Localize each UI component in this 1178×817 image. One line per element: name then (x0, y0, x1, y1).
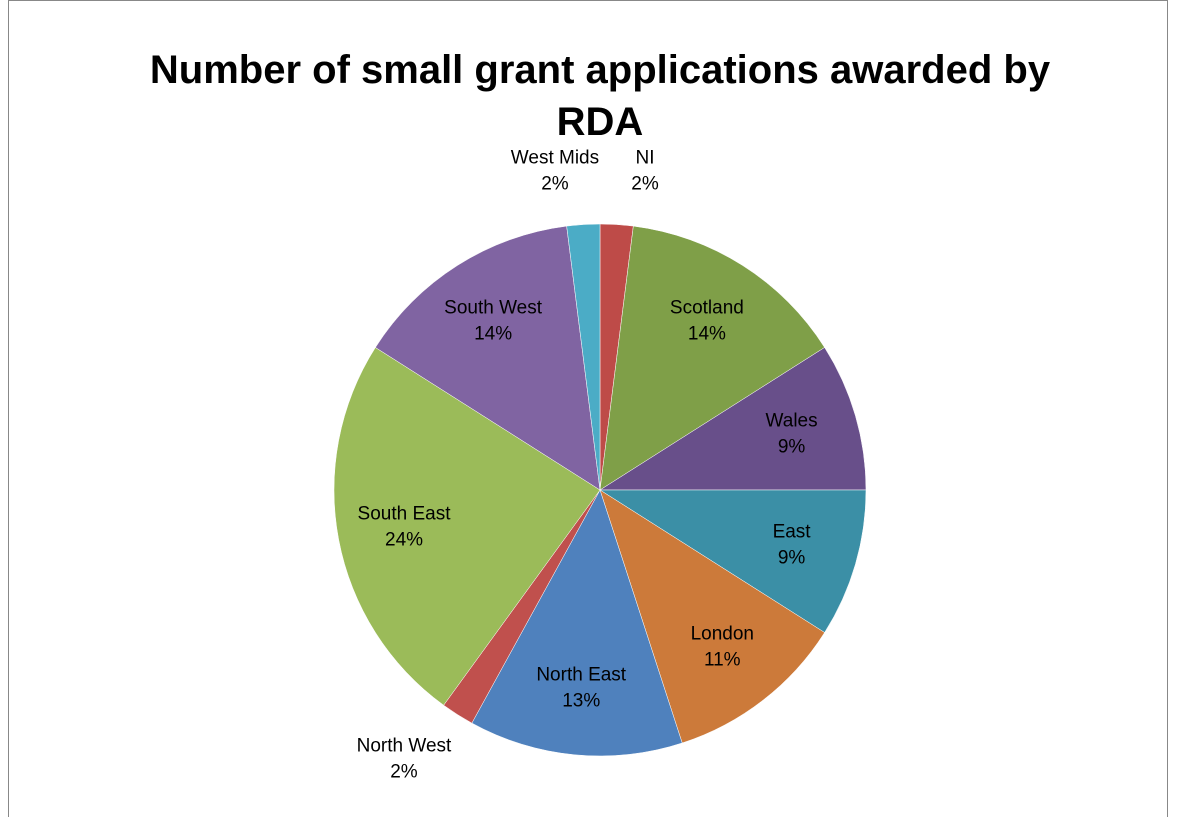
slice-value-label: 2% (390, 762, 418, 783)
slice-value-label: 9% (778, 548, 806, 569)
pie-slice (471, 489, 683, 757)
slice-value-label: 24% (385, 529, 423, 550)
chart-frame (8, 0, 1168, 817)
slice-label: East (773, 522, 812, 543)
pie-slice (333, 347, 601, 706)
slice-value-label: 2% (631, 173, 659, 194)
chart-title: Number of small grant applications award… (149, 48, 1051, 144)
slice-label: North West (357, 736, 452, 757)
pie-slice (599, 225, 825, 491)
slice-label: South East (358, 503, 452, 524)
pie-slice (375, 225, 601, 491)
slice-label: West Mids (511, 147, 599, 168)
pie-slice (599, 489, 825, 744)
pie-slice (599, 347, 867, 491)
pie-slice (566, 223, 601, 491)
slice-value-label: 14% (688, 324, 726, 345)
slice-label: London (691, 624, 754, 645)
slice-value-label: 9% (778, 436, 806, 457)
slice-label: Wales (766, 410, 818, 431)
slice-label: Scotland (670, 298, 744, 319)
slice-value-label: 2% (541, 173, 569, 194)
slice-label: NI (636, 147, 655, 168)
slice-value-label: 14% (474, 324, 512, 345)
pie-slice (599, 489, 867, 633)
slice-value-label: 13% (562, 691, 600, 712)
slice-label: South West (444, 298, 543, 319)
slice-label: North East (536, 665, 626, 686)
slice-value-label: 11% (704, 650, 741, 671)
